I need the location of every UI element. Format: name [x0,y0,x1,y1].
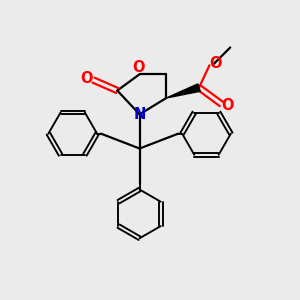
Text: O: O [81,71,93,86]
Text: N: N [134,107,146,122]
Text: O: O [132,60,144,75]
Polygon shape [166,84,200,98]
Text: O: O [222,98,234,113]
Text: O: O [210,56,222,71]
